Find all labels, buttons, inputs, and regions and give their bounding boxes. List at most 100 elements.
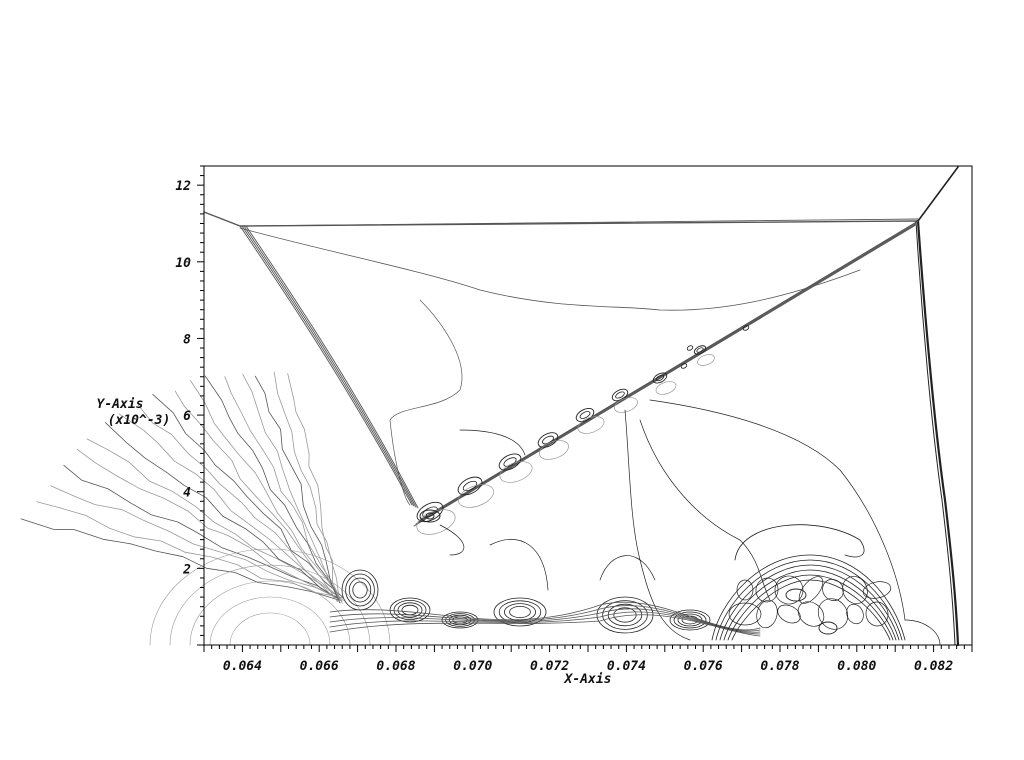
contour-loop: [818, 621, 838, 635]
contour-loop: [416, 501, 444, 523]
contour-loop: [846, 603, 864, 625]
contour-loop: [693, 345, 707, 355]
contour-loop: [669, 609, 711, 631]
x-tick-label: 0.082: [914, 659, 953, 674]
contour-line: [459, 429, 526, 456]
contour-line: [639, 419, 771, 601]
contour-loop: [822, 579, 844, 601]
fan-contour: [152, 394, 344, 598]
contour-loop: [755, 577, 779, 603]
shear-layer-line: [413, 225, 916, 527]
x-tick-label: 0.080: [837, 659, 876, 674]
shock-line: [203, 211, 919, 227]
y-tick-label: 8: [183, 332, 191, 347]
contour-loop: [397, 602, 423, 618]
contour-loop: [774, 575, 804, 605]
x-tick-label: 0.074: [607, 659, 646, 674]
wall-layer-line: [329, 611, 761, 635]
contour-lines: [20, 166, 960, 647]
shock-line: [239, 218, 919, 227]
bubble-contour: [715, 559, 903, 641]
contour-loop: [539, 440, 569, 460]
contour-loop: [341, 569, 379, 611]
fan-contour: [36, 501, 344, 599]
contour-loop: [579, 411, 591, 419]
x-tick-label: 0.072: [530, 659, 569, 674]
x-tick-label: 0.078: [760, 659, 799, 674]
contour-loop: [537, 432, 559, 448]
contour-loop: [345, 573, 375, 607]
wall-layer-line: [329, 601, 761, 631]
y-tick-label: 6: [183, 409, 191, 424]
contour-loop: [736, 579, 754, 601]
contour-loop: [797, 601, 825, 627]
y-tick-label: 12: [175, 179, 191, 194]
contour-loop: [655, 381, 677, 395]
fan-contour: [138, 404, 339, 602]
contour-loop: [697, 354, 715, 366]
contour-loop: [419, 509, 441, 523]
shock-line: [243, 225, 417, 508]
contour-loop: [422, 506, 438, 518]
contour-loop: [696, 347, 704, 353]
contour-line: [599, 555, 656, 581]
contour-loop: [441, 611, 479, 629]
contour-loop: [348, 577, 372, 603]
contour-loop: [493, 597, 547, 627]
fan-contour: [20, 518, 341, 601]
contour-loop: [509, 606, 531, 619]
bubble-contour: [723, 569, 897, 641]
contour-loop: [655, 374, 665, 382]
wall-layer-line: [329, 614, 761, 637]
bubble-contour: [719, 564, 900, 641]
contour-loop: [777, 604, 801, 624]
y-axis-multiplier: (x10^-3): [108, 413, 171, 428]
y-tick-label: 4: [183, 486, 191, 501]
fan-contour: [229, 612, 311, 646]
fan-contour: [169, 564, 371, 646]
contour-loop: [652, 372, 668, 384]
fan-contour: [189, 580, 351, 646]
shock-line: [241, 225, 415, 507]
x-tick-label: 0.066: [300, 659, 339, 674]
contour-loop: [785, 588, 807, 602]
contour-loop: [673, 611, 707, 629]
contour-loop: [614, 397, 638, 413]
shock-line: [916, 219, 960, 647]
shock-line: [915, 220, 956, 646]
contour-loop: [499, 461, 533, 483]
x-tick-label: 0.076: [684, 659, 723, 674]
x-tick-label: 0.068: [376, 659, 415, 674]
y-tick-label: 10: [175, 256, 191, 271]
fan-contour: [224, 376, 343, 604]
contour-loop: [448, 614, 472, 626]
fan-contour: [254, 375, 341, 603]
contour-loop: [728, 602, 762, 626]
shear-layer-line: [419, 220, 919, 521]
x-tick-label: 0.070: [453, 659, 492, 674]
fan-contour: [76, 449, 338, 598]
fan-contour: [287, 373, 341, 599]
contour-line: [904, 619, 941, 646]
fan-contour: [63, 464, 343, 602]
x-tick-label: 0.064: [223, 659, 262, 674]
contour-loop: [352, 581, 368, 599]
contour-line: [439, 524, 465, 556]
contour-loop: [686, 345, 694, 351]
shear-layer-line: [417, 222, 918, 523]
contour-line: [734, 524, 865, 561]
contour-loop: [680, 363, 688, 369]
fan-contour: [190, 380, 341, 601]
shock-line: [239, 225, 413, 506]
fan-contour: [86, 438, 339, 597]
plot-frame: [203, 165, 973, 646]
y-axis-ticks: 2 4 6 8 10 12: [175, 165, 204, 646]
contour-loop: [393, 600, 427, 621]
contour-loop: [817, 598, 849, 630]
contour-loop: [457, 476, 483, 496]
contour-loop: [503, 457, 517, 467]
fan-contour: [118, 413, 344, 601]
fan-contour: [149, 548, 391, 646]
contour-loop: [425, 512, 435, 520]
